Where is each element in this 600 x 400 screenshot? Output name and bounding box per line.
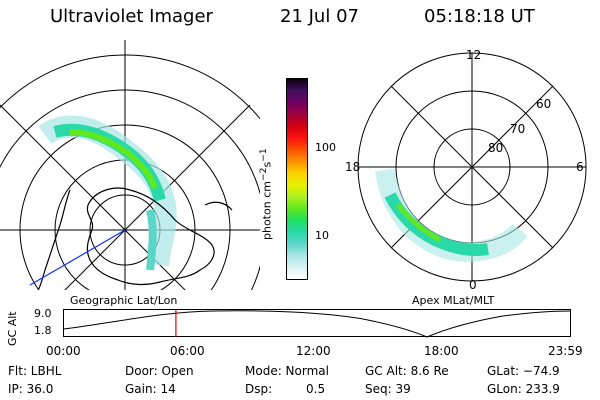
gc-alt-label: GC Alt: 8.6 Re <box>365 364 449 378</box>
sun-direction-line <box>29 229 126 286</box>
altitude-timeline <box>63 309 571 338</box>
colorbar-tick-100: 100 <box>315 141 336 154</box>
magnetic-polar-plot: 12 18 6 0 60 70 80 <box>345 48 587 292</box>
geographic-caption: Geographic Lat/Lon <box>70 294 178 307</box>
timeline-ylabel: GC Alt <box>6 311 19 346</box>
altitude-curve <box>63 310 571 338</box>
mode-label: Mode: Normal <box>245 364 329 378</box>
timeline-xtick-1800: 18:00 <box>424 344 459 358</box>
mlt-label-12: 12 <box>466 48 481 62</box>
timeline-ytick-low: 1.8 <box>34 324 52 337</box>
geographic-map <box>0 40 260 290</box>
continent-outline <box>37 187 233 290</box>
timeline-frame <box>63 309 571 337</box>
dsp-value: 0.5 <box>306 382 326 396</box>
colorbar-tick-10: 10 <box>315 229 329 242</box>
timeline-xtick-2359: 23:59 <box>548 344 583 358</box>
glon-label: GLon: 233.9 <box>487 382 560 396</box>
magnetic-caption: Apex MLat/MLT <box>412 294 495 307</box>
gain-label: Gain: 14 <box>125 382 176 396</box>
aurora-emission-left <box>38 115 177 271</box>
timeline-ytick-high: 9.0 <box>34 307 52 320</box>
instrument-title: Ultraviolet Imager <box>50 6 213 27</box>
dsp-label: Dsp: <box>245 382 273 396</box>
observation-date: 21 Jul 07 <box>280 6 359 27</box>
mlt-label-0: 0 <box>469 278 477 292</box>
mlat-label-70: 70 <box>510 122 525 136</box>
mlat-label-60: 60 <box>536 97 551 111</box>
mlat-label-80: 80 <box>488 141 503 155</box>
timeline-xtick-0000: 00:00 <box>46 344 81 358</box>
observation-time: 05:18:18 UT <box>424 6 535 27</box>
colorbar <box>286 78 308 280</box>
timeline-xtick-1200: 12:00 <box>296 344 331 358</box>
timeline-xtick-0600: 06:00 <box>170 344 205 358</box>
aurora-emission-right <box>375 168 528 262</box>
colorbar-label: photon cm−2s−1 <box>258 148 274 240</box>
glat-label: GLat: −74.9 <box>487 364 560 378</box>
seq-label: Seq: 39 <box>365 382 411 396</box>
filter-label: Flt: LBHL <box>8 364 62 378</box>
ip-label: IP: 36.0 <box>8 382 54 396</box>
mlt-label-18: 18 <box>345 160 360 174</box>
door-label: Door: Open <box>125 364 194 378</box>
mlt-label-6: 6 <box>576 160 584 174</box>
